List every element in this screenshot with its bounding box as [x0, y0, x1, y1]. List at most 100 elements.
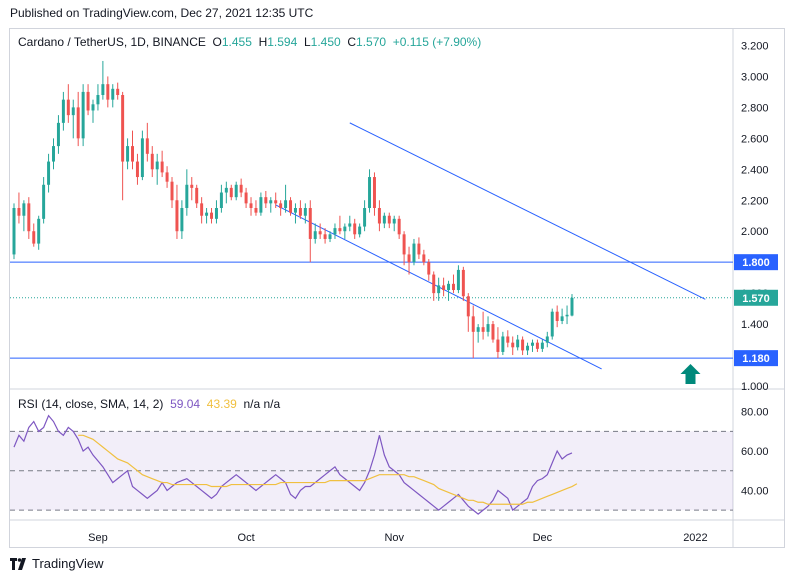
candle-body — [254, 208, 258, 213]
candle-body — [200, 203, 204, 216]
candle-body — [402, 234, 406, 255]
rsi-tick-label: 80.00 — [741, 407, 769, 419]
candle-body — [185, 184, 189, 208]
candle-body — [535, 342, 539, 349]
candle-body — [501, 336, 505, 352]
candle-body — [397, 218, 401, 235]
candle-body — [338, 228, 342, 232]
candle-body — [140, 138, 144, 178]
candle-body — [545, 336, 549, 343]
candle — [155, 153, 159, 185]
channel-trendline — [349, 122, 706, 300]
published-caption: Published on TradingView.com, Dec 27, 20… — [10, 6, 314, 20]
candle-body — [61, 99, 65, 123]
legend-low: 1.450 — [310, 35, 341, 49]
candle-body — [447, 283, 451, 291]
rsi-legend: RSI (14, close, SMA, 14, 2) 59.04 43.39 … — [18, 397, 280, 411]
candle — [407, 246, 411, 275]
candle-body — [244, 192, 248, 204]
rsi-legend-sma: 43.39 — [206, 397, 237, 411]
candle — [318, 223, 322, 239]
candle — [224, 181, 228, 204]
candle — [461, 266, 465, 301]
up-arrow-icon — [680, 364, 701, 384]
candle-body — [437, 285, 441, 294]
candle — [160, 150, 164, 178]
candle — [516, 334, 520, 351]
candle-body — [131, 146, 134, 162]
candle-body — [422, 254, 426, 263]
candle — [451, 274, 455, 294]
candle-body — [116, 88, 120, 96]
legend-change: +0.115 (+7.90%) — [392, 35, 482, 49]
candle — [259, 192, 263, 216]
chart-frame — [9, 28, 785, 548]
candle — [200, 197, 204, 224]
candle — [387, 212, 391, 229]
candle — [96, 84, 100, 111]
candle-body — [358, 226, 362, 235]
candle — [422, 249, 426, 266]
candle — [298, 200, 302, 219]
candle — [264, 190, 268, 208]
candle-body — [451, 283, 455, 291]
candle-body — [382, 215, 386, 224]
candle-body — [145, 138, 149, 154]
candle-body — [239, 184, 243, 193]
candle-body — [12, 208, 16, 255]
candle — [249, 197, 253, 216]
candle — [205, 208, 209, 224]
candle-body — [135, 161, 139, 178]
candle — [343, 223, 347, 239]
candle-body — [521, 339, 525, 351]
candle-body — [377, 208, 381, 224]
candle-body — [274, 200, 278, 204]
candle-body — [224, 187, 228, 193]
candle — [17, 192, 21, 224]
candle — [521, 336, 525, 356]
candle-body — [234, 184, 238, 198]
candle — [180, 200, 184, 239]
candle-body — [259, 197, 263, 213]
candle-body — [111, 88, 115, 100]
price-badge — [734, 350, 778, 367]
candle-body — [279, 203, 283, 208]
candle-body — [56, 122, 60, 147]
candle — [555, 305, 559, 328]
candle — [214, 200, 218, 224]
price-legend: Cardano / TetherUS, 1D, BINANCE O1.455 H… — [18, 35, 481, 49]
candle — [234, 181, 238, 201]
candle-body — [392, 218, 396, 224]
candle-body — [368, 177, 372, 208]
candle-body — [328, 234, 332, 239]
candle — [101, 60, 105, 100]
candle — [140, 130, 144, 181]
legend-open-label: O — [212, 35, 222, 49]
candle-body — [66, 99, 70, 116]
time-tick-label: 2022 — [683, 532, 707, 544]
legend-open: 1.455 — [221, 35, 252, 49]
rsi-sma-line — [78, 434, 578, 505]
candle-body — [313, 231, 317, 239]
candle — [358, 223, 362, 238]
candle — [372, 172, 376, 216]
candle — [170, 177, 174, 208]
candle — [560, 308, 564, 325]
candle — [145, 122, 149, 162]
candle — [32, 223, 36, 247]
candle-body — [86, 91, 90, 111]
candle — [150, 146, 154, 178]
candle-body — [491, 324, 495, 340]
candle-body — [303, 208, 307, 216]
price-tick-label: 2.800 — [741, 102, 769, 114]
candle-body — [363, 208, 367, 227]
candle — [229, 184, 233, 201]
footer-brand[interactable]: TradingView — [32, 556, 104, 571]
candle-body — [516, 339, 520, 348]
candle-body — [71, 107, 75, 116]
candle-body — [76, 107, 80, 139]
candle-body — [190, 184, 194, 188]
candle-body — [333, 228, 337, 235]
candle-body — [412, 243, 416, 263]
